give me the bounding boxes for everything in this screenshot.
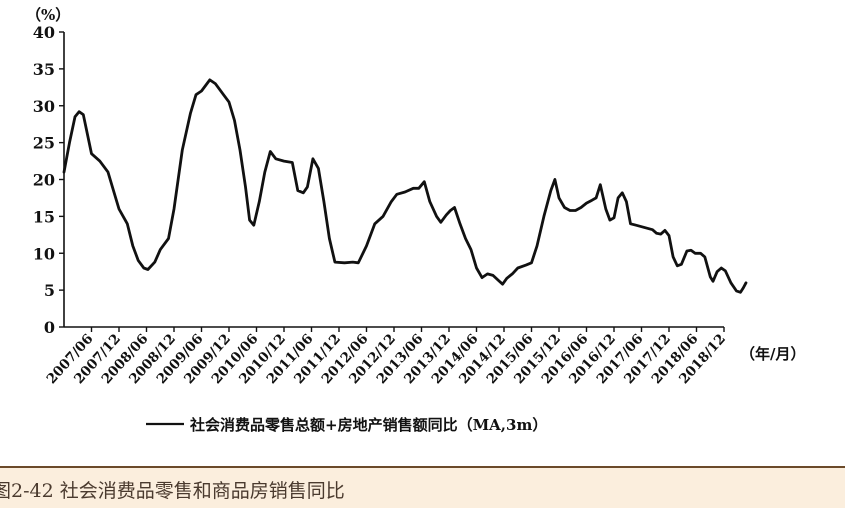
y-tick-label: 30 (33, 97, 55, 116)
y-axis-unit-label: （%） (26, 6, 70, 24)
legend-label: 社会消费品零售总额+房地产销售额同比（MA,3m） (189, 416, 547, 434)
x-axis: 2007/062007/122008/062008/122009/062009/… (44, 326, 729, 387)
y-tick-label: 0 (44, 318, 55, 337)
figure-caption-bar: 图2-42 社会消费品零售和商品房销售同比 (0, 466, 845, 508)
y-tick-label: 35 (33, 60, 55, 79)
line-chart: （%） 0 5 10 15 20 25 30 35 40 2007/062007/122008/… (26, 6, 805, 434)
chart-area: （%） 0 5 10 15 20 25 30 35 40 2007/06 2007/12 2008/… (26, 6, 805, 434)
x-axis-unit-label: （年/月） (740, 345, 805, 363)
y-tick-label: 5 (44, 281, 55, 300)
y-tick-label: 20 (33, 171, 55, 190)
y-tick-label: 15 (33, 207, 55, 226)
y-tick-label: 25 (33, 134, 55, 153)
figure-caption: 图2-42 社会消费品零售和商品房销售同比 (0, 480, 345, 502)
series-group (62, 78, 748, 294)
y-tick-label: 40 (33, 23, 55, 42)
legend: 社会消费品零售总额+房地产销售额同比（MA,3m） (146, 416, 547, 434)
y-axis: 0 5 10 15 20 25 30 35 40 (33, 23, 65, 337)
series-line-0 (62, 78, 748, 294)
y-tick-label: 10 (33, 244, 55, 263)
